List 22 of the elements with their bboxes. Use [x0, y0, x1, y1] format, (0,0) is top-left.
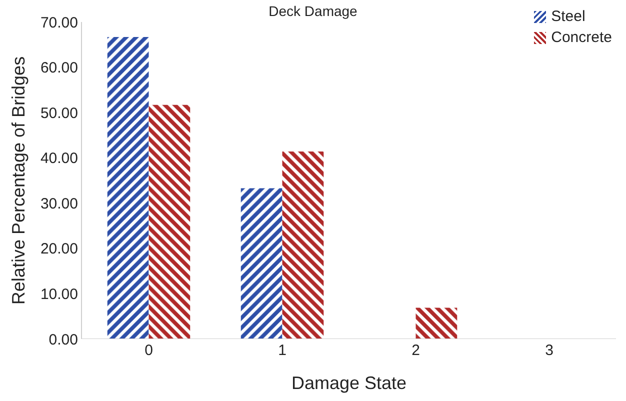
bar [416, 308, 458, 339]
y-tick-label: 50.00 [40, 104, 78, 122]
legend-label: Concrete [551, 29, 612, 46]
y-tick-label: 40.00 [40, 150, 78, 168]
chart-title: Deck Damage [268, 2, 358, 19]
legend-label: Steel [551, 8, 586, 25]
y-tick-label: 0.00 [48, 331, 78, 348]
x-tick-label: 3 [545, 342, 554, 359]
y-tick-label: 60.00 [40, 60, 78, 77]
bar [240, 188, 282, 339]
y-tick-label: 70.00 [40, 14, 78, 32]
x-tick-label: 1 [278, 342, 286, 359]
bar [107, 36, 149, 339]
x-tick-label: 0 [144, 342, 153, 359]
y-tick-label: 20.00 [40, 240, 78, 258]
bar [148, 104, 190, 339]
y-tick-label: 30.00 [40, 195, 78, 212]
y-tick-label: 10.00 [40, 286, 78, 303]
x-axis-title: Damage State [291, 373, 407, 394]
x-tick-label: 2 [412, 342, 420, 359]
bar [282, 152, 324, 339]
y-axis-title: Relative Percentage of Bridges [8, 56, 29, 305]
